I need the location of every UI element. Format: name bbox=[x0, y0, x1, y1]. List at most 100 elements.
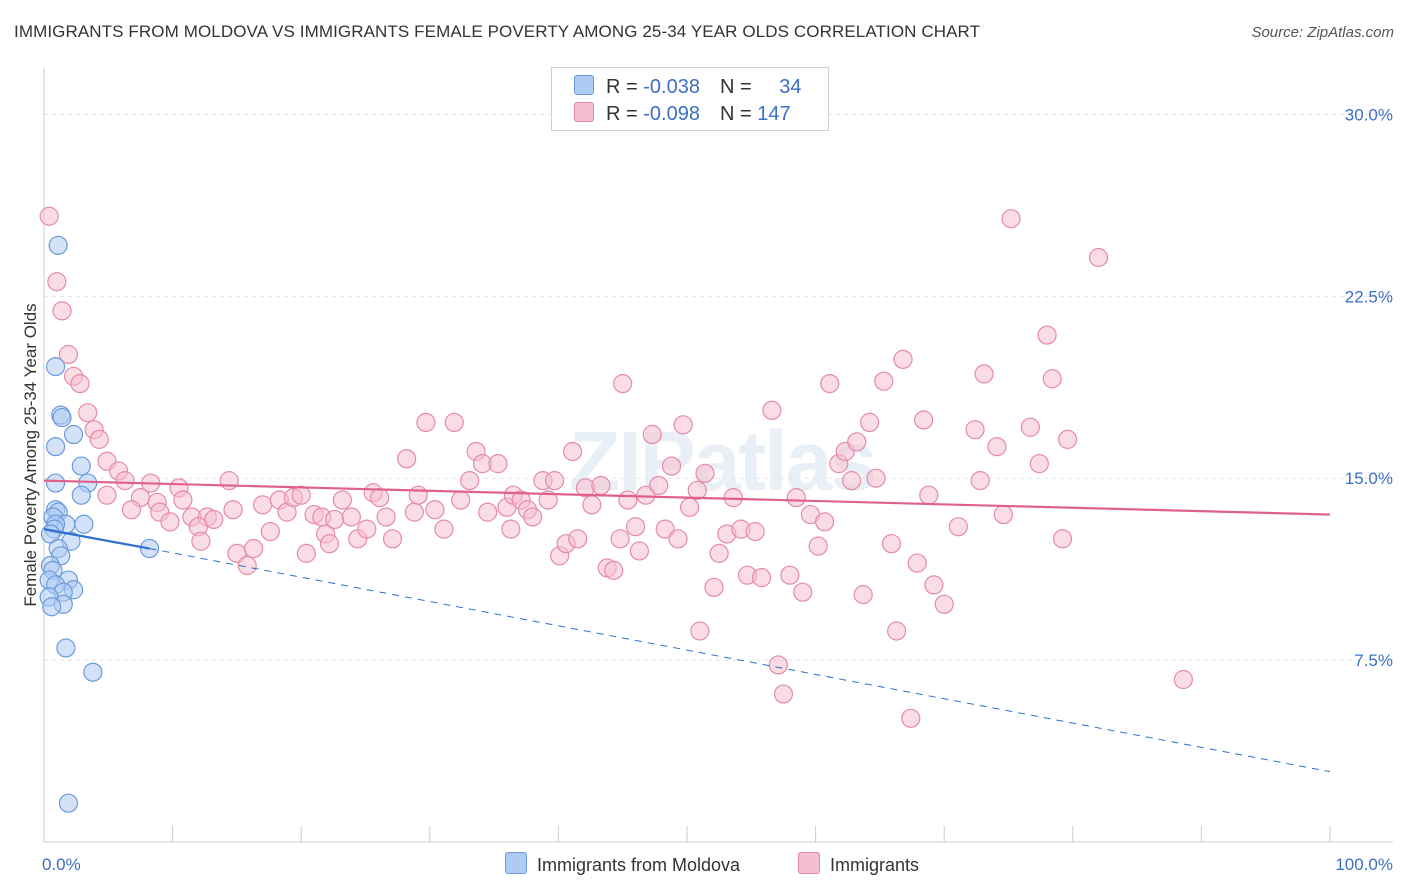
legend-swatch-blue bbox=[574, 75, 594, 95]
immigrants-point-18 bbox=[173, 490, 193, 510]
immigrants-point-30 bbox=[244, 538, 264, 559]
immigrants-point-101 bbox=[745, 521, 765, 542]
immigrants-point-110 bbox=[808, 536, 828, 556]
immigrants-point-137 bbox=[1020, 417, 1040, 437]
immigrants-point-27 bbox=[191, 531, 211, 551]
legend-n-value: 34 bbox=[779, 76, 802, 98]
immigrants-point-56 bbox=[434, 519, 454, 539]
y-tick-label-0: 7.5% bbox=[1354, 651, 1393, 670]
immigrants-point-87 bbox=[649, 475, 669, 496]
immigrants-point-0 bbox=[39, 206, 59, 226]
watermark: ZIPatlas bbox=[569, 414, 875, 508]
immigrants-point-24 bbox=[223, 500, 243, 520]
immigrants-point-49 bbox=[376, 507, 396, 527]
bottom-swatch-pink bbox=[798, 852, 820, 874]
legend-swatch-pink bbox=[574, 102, 594, 122]
legend-row-moldova: R = -0.038 N = 34 bbox=[574, 75, 801, 99]
immigrants-point-51 bbox=[397, 449, 417, 469]
immigrants-point-138 bbox=[1029, 454, 1049, 474]
immigrants-point-88 bbox=[655, 519, 675, 539]
immigrants-point-82 bbox=[618, 490, 638, 510]
immigrants-point-43 bbox=[332, 490, 352, 510]
immigrants-point-2 bbox=[52, 301, 72, 321]
y-tick-label-1: 15.0% bbox=[1345, 469, 1393, 488]
moldova-trend-extension bbox=[149, 548, 1331, 773]
bottom-legend-label: Immigrants from Moldova bbox=[537, 855, 741, 875]
immigrants-point-32 bbox=[260, 521, 280, 542]
immigrants-point-54 bbox=[416, 412, 436, 433]
immigrants-point-44 bbox=[341, 507, 361, 527]
immigrants-point-71 bbox=[544, 471, 565, 491]
immigrants-point-118 bbox=[860, 412, 880, 433]
immigrants-point-136 bbox=[1001, 209, 1021, 229]
immigrants-point-134 bbox=[987, 437, 1007, 457]
immigrants-point-146 bbox=[613, 374, 633, 394]
immigrants-point-106 bbox=[780, 565, 800, 585]
immigrants-point-63 bbox=[488, 454, 508, 474]
immigrants-point-128 bbox=[924, 575, 944, 595]
immigrants-point-50 bbox=[382, 529, 403, 549]
immigrants-point-1 bbox=[47, 272, 67, 292]
y-tick-label-2: 22.5% bbox=[1345, 287, 1393, 306]
immigrants-point-91 bbox=[673, 415, 693, 435]
immigrants-point-6 bbox=[78, 403, 98, 423]
immigrants-point-68 bbox=[523, 507, 543, 527]
immigrants-point-104 bbox=[768, 655, 788, 675]
x-tick-label-0: 0.0% bbox=[42, 855, 81, 874]
immigrants-point-131 bbox=[965, 420, 985, 440]
legend-r-value: -0.098 bbox=[643, 103, 700, 125]
moldova-points bbox=[39, 235, 160, 813]
immigrants-point-23 bbox=[204, 509, 224, 530]
immigrants-point-140 bbox=[1042, 369, 1062, 389]
immigrants-point-25 bbox=[160, 512, 180, 532]
trend-lines bbox=[43, 479, 1331, 773]
bottom-legend-moldova: Immigrants from Moldova bbox=[505, 852, 740, 876]
immigrants-point-52 bbox=[404, 502, 424, 522]
immigrants-point-83 bbox=[625, 517, 646, 537]
moldova-point-7 bbox=[45, 473, 66, 493]
immigrants-point-139 bbox=[1037, 325, 1057, 345]
immigrants-point-62 bbox=[478, 502, 498, 522]
moldova-trend-line bbox=[43, 528, 150, 550]
immigrants-point-116 bbox=[847, 432, 867, 452]
y-tick-label-3: 30.0% bbox=[1345, 105, 1393, 124]
immigrants-point-74 bbox=[562, 441, 583, 462]
immigrants-trend-line bbox=[43, 479, 1331, 516]
legend-r-value: -0.038 bbox=[643, 76, 700, 98]
immigrants-point-80 bbox=[604, 560, 624, 580]
immigrants-point-103 bbox=[762, 400, 782, 420]
immigrants-point-90 bbox=[668, 529, 688, 549]
moldova-point-4 bbox=[63, 424, 84, 445]
immigrants-point-147 bbox=[501, 519, 521, 539]
moldova-point-31 bbox=[42, 597, 62, 617]
legend-row-immigrants: R = -0.098 N = 147 bbox=[574, 102, 791, 126]
immigrants-point-94 bbox=[695, 463, 715, 483]
immigrants-point-81 bbox=[610, 529, 630, 549]
immigrants-point-130 bbox=[948, 517, 968, 537]
immigrants-point-95 bbox=[704, 577, 724, 597]
immigrants-point-132 bbox=[970, 471, 990, 491]
immigrants-point-96 bbox=[709, 543, 729, 563]
x-tick-label-100: 100.0% bbox=[1335, 855, 1393, 874]
immigrants-point-85 bbox=[636, 485, 656, 505]
grid-lines bbox=[44, 113, 1393, 661]
immigrants-point-19 bbox=[121, 500, 142, 520]
immigrants-point-123 bbox=[893, 349, 913, 369]
immigrants-point-93 bbox=[687, 480, 707, 500]
legend-r-label: R = bbox=[606, 103, 644, 125]
immigrants-point-3 bbox=[58, 344, 79, 365]
moldova-point-9 bbox=[71, 485, 91, 505]
legend-r-label: R = bbox=[606, 76, 644, 98]
moldova-point-33 bbox=[83, 662, 103, 682]
legend-n-label: N = bbox=[719, 103, 758, 125]
moldova-point-6 bbox=[71, 456, 91, 476]
immigrants-point-144 bbox=[1173, 669, 1193, 690]
moldova-point-5 bbox=[45, 437, 66, 457]
axes bbox=[43, 68, 1393, 843]
immigrants-point-105 bbox=[773, 684, 794, 704]
immigrants-point-8 bbox=[89, 429, 109, 449]
y-tick-labels: 7.5% 15.0% 22.5% 30.0% bbox=[1345, 105, 1393, 670]
legend-n-label: N = bbox=[719, 76, 758, 98]
immigrants-point-58 bbox=[451, 490, 471, 510]
